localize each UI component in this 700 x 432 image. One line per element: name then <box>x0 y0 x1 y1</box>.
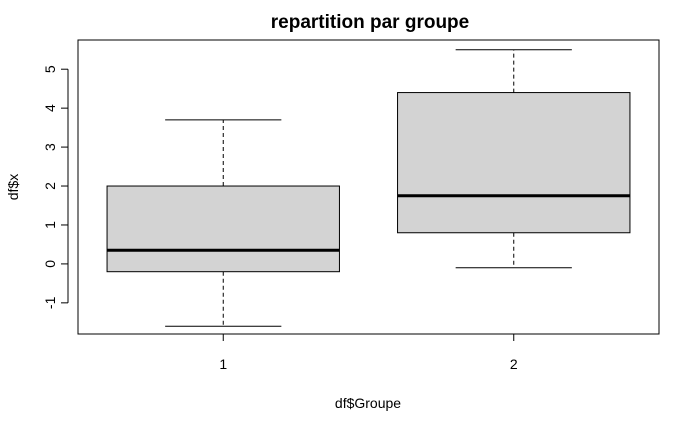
box-group-2 <box>397 49 631 269</box>
iqr-box <box>106 185 340 273</box>
x-tick-label: 2 <box>510 356 518 372</box>
y-axis: -1 0 1 2 3 4 5 <box>42 65 69 309</box>
y-tick-label: 1 <box>42 221 58 229</box>
y-tick-label: 4 <box>42 104 58 112</box>
box-group-1 <box>106 119 340 327</box>
y-tick-label: 3 <box>42 143 58 151</box>
y-tick-label: 2 <box>42 182 58 190</box>
y-axis-label: df$x <box>5 174 21 200</box>
x-axis-label: df$Groupe <box>335 395 401 411</box>
y-tick-label: 0 <box>42 260 58 268</box>
y-tick-label: 5 <box>42 65 58 73</box>
chart-title: repartition par groupe <box>271 12 469 33</box>
boxes-layer <box>106 49 631 327</box>
y-tick-label: -1 <box>42 296 58 309</box>
x-tick-label: 1 <box>219 356 227 372</box>
iqr-box <box>397 92 631 234</box>
